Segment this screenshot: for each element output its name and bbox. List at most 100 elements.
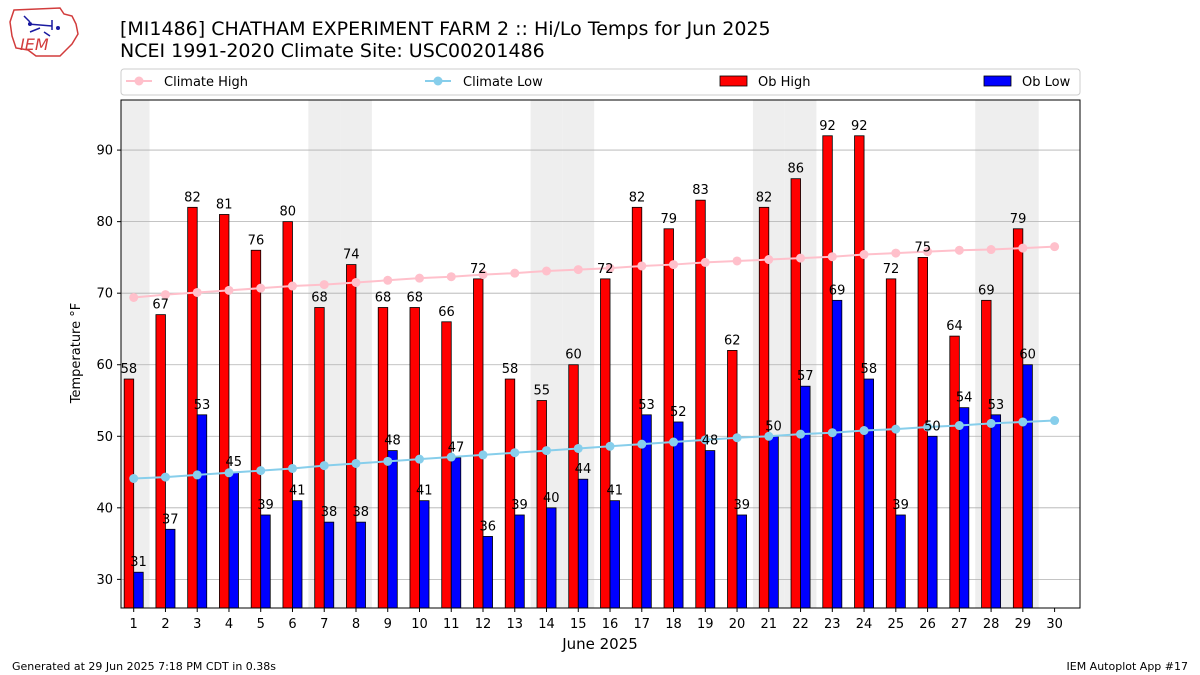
x-tick-label-8: 8	[352, 617, 360, 632]
ob-high-value-label-day-27: 64	[946, 319, 963, 334]
climate-low-point-day-23	[827, 428, 837, 438]
legend: Climate High Climate Low Ob High Ob Low	[120, 68, 1081, 96]
ob-low-bar-day-6	[292, 500, 303, 609]
climate-high-point-day-10	[414, 273, 424, 283]
ob-high-value-label-day-3: 82	[184, 190, 201, 205]
x-tick-label-6: 6	[288, 617, 296, 632]
ob-low-value-label-day-28: 53	[988, 398, 1005, 413]
x-tick-label-5: 5	[257, 617, 265, 632]
ob-low-value-label-day-6: 41	[289, 484, 306, 499]
climate-high-point-day-21	[764, 255, 774, 265]
climate-high-point-day-11	[446, 272, 456, 282]
legend-climate-high-marker	[134, 76, 144, 86]
ob-high-bar-day-8	[346, 264, 357, 609]
ob-low-bar-day-15	[577, 478, 589, 609]
ob-low-bar-day-21	[768, 435, 779, 609]
ob-low-bar-day-18	[673, 421, 684, 609]
climate-low-point-day-29	[1018, 417, 1028, 427]
climate-high-point-day-23	[827, 252, 837, 262]
ob-low-value-label-day-5: 39	[257, 498, 274, 513]
x-tick-label-29: 29	[1015, 617, 1032, 632]
climate-high-point-day-17	[637, 261, 647, 271]
climate-high-point-day-4	[224, 285, 234, 295]
climate-low-point-day-8	[351, 458, 361, 468]
x-tick-label-13: 13	[506, 617, 523, 632]
climate-low-point-day-13	[510, 448, 520, 458]
ob-high-value-label-day-9: 68	[375, 290, 392, 305]
ob-low-value-label-day-11: 47	[448, 441, 465, 456]
legend-climate-high-label: Climate High	[164, 75, 248, 90]
ob-high-bar-day-20	[727, 350, 738, 609]
y-tick-label-70: 70	[96, 287, 113, 302]
x-tick-label-30: 30	[1046, 617, 1063, 632]
legend-climate-low-label: Climate Low	[463, 75, 543, 90]
climate-high-point-day-5	[256, 283, 266, 293]
ob-low-value-label-day-9: 48	[384, 434, 401, 449]
chart-title: [MI1486] CHATHAM EXPERIMENT FARM 2 :: Hi…	[120, 18, 771, 40]
legend-item-ob-low: Ob Low	[983, 75, 1071, 90]
climate-high-point-day-12	[478, 270, 488, 280]
iem-logo: IEM	[9, 7, 79, 57]
ob-low-value-label-day-25: 39	[892, 498, 909, 513]
x-tick-label-19: 19	[697, 617, 714, 632]
climate-high-point-day-19	[700, 257, 710, 267]
ob-high-value-label-day-11: 66	[438, 305, 455, 320]
ob-low-bar-day-16	[609, 500, 620, 609]
ob-high-bar-day-7	[314, 307, 325, 609]
ob-high-value-label-day-1: 58	[121, 362, 138, 377]
ob-low-bar-day-25	[895, 514, 906, 609]
ob-high-value-label-day-6: 80	[279, 205, 296, 220]
ob-high-value-label-day-17: 82	[629, 190, 646, 205]
climate-high-point-day-28	[986, 245, 996, 255]
legend-ob-low-label: Ob Low	[1022, 75, 1071, 90]
ob-low-value-label-day-16: 41	[607, 484, 624, 499]
legend-item-climate-high: Climate High	[126, 75, 248, 90]
x-tick-label-25: 25	[888, 617, 905, 632]
ob-high-value-label-day-22: 86	[788, 162, 805, 177]
x-tick-label-26: 26	[919, 617, 936, 632]
ob-low-bar-day-12	[482, 536, 493, 609]
climate-low-point-day-27	[954, 421, 964, 431]
x-tick-label-15: 15	[570, 617, 587, 632]
ob-high-value-label-day-21: 82	[756, 190, 773, 205]
ob-high-value-label-day-23: 92	[819, 119, 836, 134]
ob-high-value-label-day-10: 68	[406, 290, 423, 305]
x-tick-label-22: 22	[792, 617, 809, 632]
x-axis-ticks: 1 2 3 4 5 6 7 8 9 10 11 12 13 14 15 16 17 18 19 20 21 22 23 24 2…	[130, 608, 1063, 632]
x-tick-label-7: 7	[320, 617, 328, 632]
ob-high-bar-day-28	[981, 299, 992, 609]
climate-low-point-day-2	[160, 472, 170, 482]
climate-high-point-day-14	[542, 266, 552, 276]
ob-high-value-label-day-29: 79	[1010, 212, 1027, 227]
ob-high-bar-day-15	[568, 364, 579, 609]
climate-high-line	[133, 245, 1055, 299]
bars	[123, 135, 1033, 609]
climate-low-point-day-24	[859, 426, 869, 436]
ob-low-value-label-day-4: 45	[225, 455, 242, 470]
x-tick-label-1: 1	[130, 617, 138, 632]
ob-low-value-label-day-22: 57	[797, 369, 814, 384]
footer-generated: Generated at 29 Jun 2025 7:18 PM CDT in …	[12, 660, 276, 673]
climate-low-point-day-17	[637, 439, 647, 449]
x-tick-label-14: 14	[538, 617, 555, 632]
climate-high-point-day-25	[891, 248, 901, 258]
ob-low-bar-day-20	[736, 514, 747, 609]
y-tick-label-60: 60	[96, 358, 113, 373]
chart-subtitle: NCEI 1991-2020 Climate Site: USC00201486	[120, 40, 545, 62]
x-tick-label-24: 24	[856, 617, 873, 632]
climate-low-point-day-10	[414, 454, 424, 464]
climate-low-point-day-5	[256, 466, 266, 476]
climate-high-point-day-26	[923, 247, 933, 257]
ob-low-bar-day-26	[927, 435, 938, 609]
ob-low-value-label-day-20: 39	[734, 498, 751, 513]
ob-low-value-label-day-19: 48	[702, 434, 719, 449]
x-tick-label-4: 4	[225, 617, 233, 632]
ob-low-bar-day-3	[196, 414, 208, 609]
ob-low-value-label-day-14: 40	[543, 491, 560, 506]
ob-high-bar-day-4	[219, 214, 230, 609]
ob-low-value-label-day-26: 50	[924, 419, 941, 434]
x-tick-label-12: 12	[475, 617, 492, 632]
ob-high-value-label-day-20: 62	[724, 333, 741, 348]
climate-low-point-day-4	[224, 468, 234, 478]
ob-low-value-label-day-29: 60	[1019, 348, 1036, 363]
